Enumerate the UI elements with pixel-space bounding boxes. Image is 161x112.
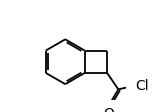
Text: O: O — [103, 107, 114, 112]
Text: Cl: Cl — [135, 79, 149, 93]
